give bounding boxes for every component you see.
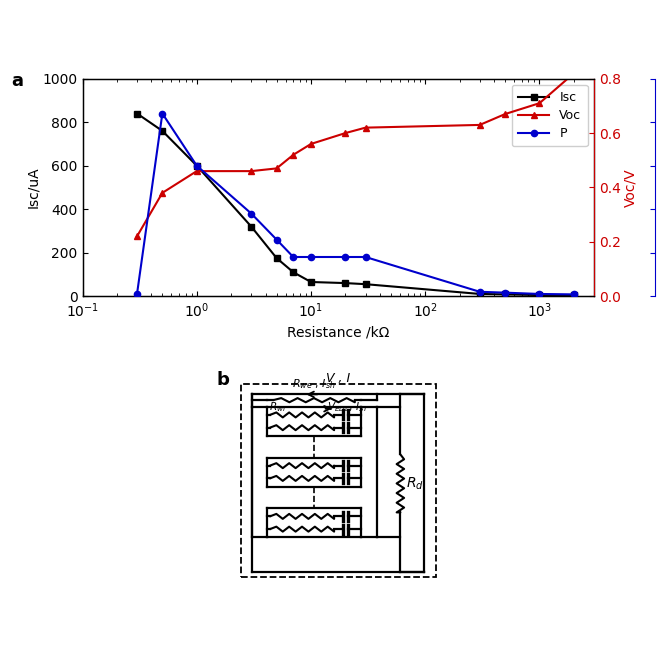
- Isc: [362, 280, 370, 288]
- Isc: [193, 162, 201, 170]
- Voc: [362, 124, 370, 132]
- Isc: [476, 290, 484, 298]
- Text: V , I: V , I: [326, 372, 350, 385]
- P: [476, 288, 484, 296]
- Isc: [289, 268, 297, 276]
- Text: $V_{EDL}$, $I_{ST}$: $V_{EDL}$, $I_{ST}$: [327, 400, 370, 414]
- Voc: [289, 151, 297, 159]
- P: [570, 291, 578, 298]
- Voc: [307, 140, 315, 148]
- P: [501, 289, 509, 297]
- P: [362, 253, 370, 261]
- Isc: [501, 291, 509, 298]
- Line: Voc: Voc: [133, 70, 578, 240]
- Voc: [158, 189, 166, 197]
- X-axis label: Resistance /kΩ: Resistance /kΩ: [287, 325, 389, 339]
- Isc: [248, 222, 255, 230]
- P: [289, 253, 297, 261]
- Isc: [158, 127, 166, 135]
- Voc: [273, 165, 280, 173]
- Text: $R_{wi}$: $R_{wi}$: [269, 400, 286, 414]
- P: [133, 290, 141, 298]
- Voc: [570, 70, 578, 77]
- P: [307, 253, 315, 261]
- Text: $R_{we}$ , $I_{sh}$: $R_{we}$ , $I_{sh}$: [292, 377, 336, 391]
- P: [273, 236, 280, 243]
- P: [193, 162, 201, 170]
- Line: Isc: Isc: [134, 110, 577, 298]
- Isc: [133, 110, 141, 117]
- Voc: [248, 167, 255, 175]
- Voc: [341, 129, 349, 137]
- Voc: [535, 99, 543, 107]
- Isc: [570, 291, 578, 299]
- Isc: [273, 254, 280, 262]
- Isc: [535, 291, 543, 299]
- Isc: [341, 279, 349, 287]
- Text: a: a: [11, 72, 23, 90]
- Voc: [133, 232, 141, 240]
- Y-axis label: Voc/V: Voc/V: [624, 168, 638, 207]
- Legend: Isc, Voc, P: Isc, Voc, P: [512, 85, 588, 146]
- Text: b: b: [216, 371, 229, 388]
- Y-axis label: Isc/uA: Isc/uA: [26, 167, 40, 208]
- P: [535, 290, 543, 298]
- P: [341, 253, 349, 261]
- Text: $R_d$: $R_d$: [406, 475, 424, 491]
- P: [158, 110, 166, 117]
- Voc: [476, 121, 484, 129]
- P: [248, 209, 255, 217]
- Isc: [307, 278, 315, 286]
- Line: P: P: [134, 110, 577, 298]
- Voc: [501, 110, 509, 118]
- Voc: [193, 167, 201, 175]
